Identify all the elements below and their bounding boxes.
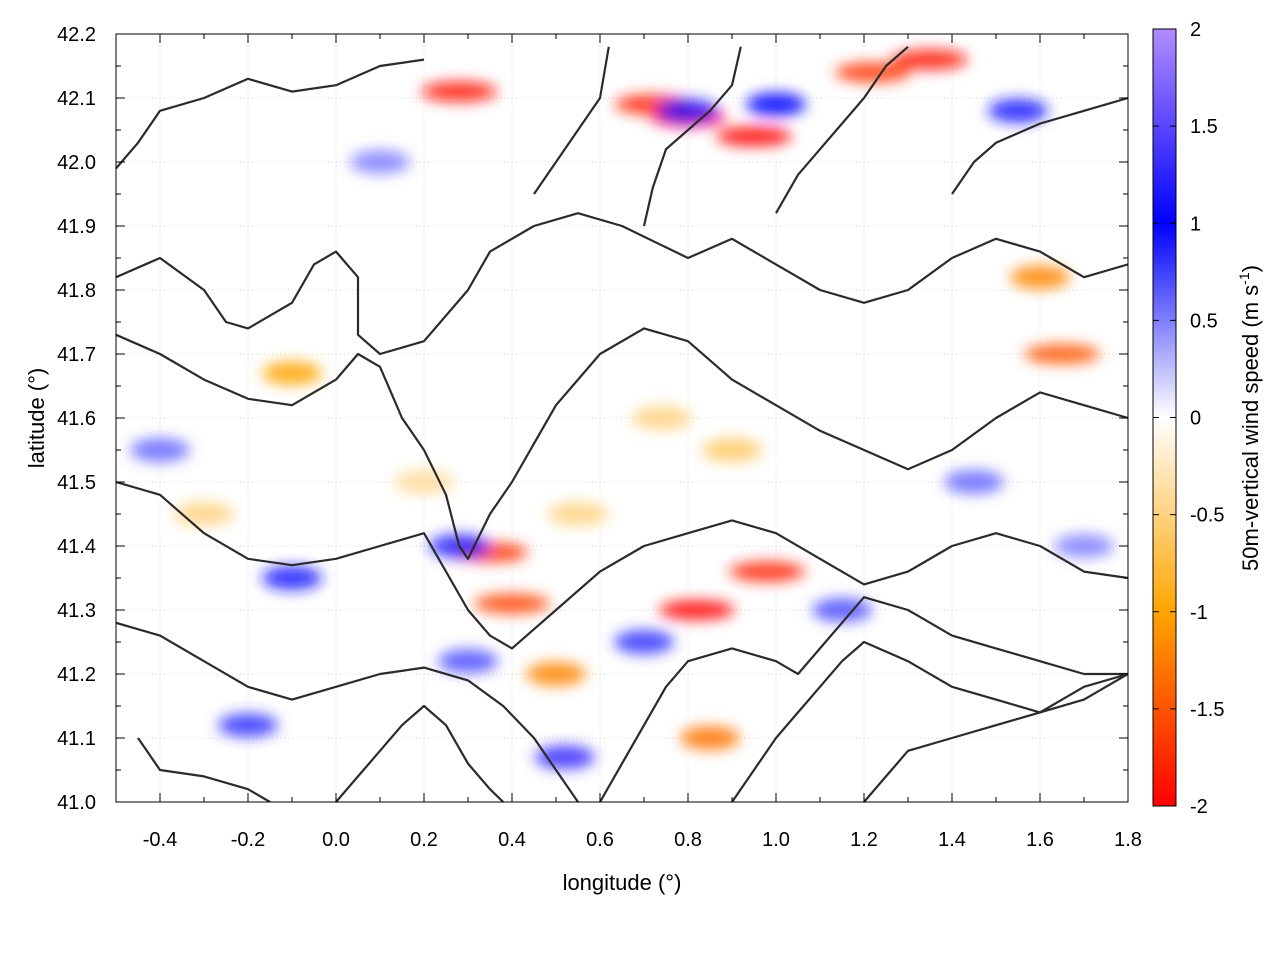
field-hotspot [474,593,550,614]
contour-line [116,58,425,170]
terrain-contours [116,45,1128,802]
y-tick-label: 41.6 [57,408,96,430]
x-tick-label: 1.0 [762,829,790,851]
colorbar-tick-label: -1.5 [1190,699,1224,721]
x-tick-label: 0.4 [498,829,526,851]
x-tick-label: 1.4 [938,829,966,851]
field-hotspot [812,598,872,622]
x-tick-label: 0.8 [674,829,702,851]
y-tick-label: 41.7 [57,344,96,366]
field-hotspot [130,438,190,462]
colorbar-ticks: 2 1.5 1 0.5 0 -0.5 -1 -1.5 -2 [1153,19,1224,818]
field-hotspot [394,470,454,494]
y-tick-label: 41.2 [57,664,96,686]
y-axis-ticks: 41.0 41.1 41.2 41.3 41.4 41.5 41.6 41.7 41.8 41.9… [57,24,1128,814]
y-tick-label: 41.3 [57,600,96,622]
field-hotspot [262,566,322,590]
x-axis-ticks: -0.4 -0.2 0.0 0.2 0.4 0.6 0.8 1.0 1.2 1.4 1.6 1.8 [115,34,1142,851]
field-hotspot [534,745,595,770]
contour-line [951,96,1128,195]
y-tick-label: 41.9 [57,216,96,238]
field-hotspot [631,406,692,430]
colorbar-label: 50m-vertical wind speed (m s-1) [1236,265,1263,571]
colorbar-tick-label: -1 [1190,602,1208,624]
y-tick-label: 41.4 [57,536,96,558]
field-hotspot [892,49,968,70]
colorbar-tick-label: 1.5 [1190,116,1218,138]
field-hotspot [548,502,608,526]
field-hotspot [526,662,586,686]
contour-line [137,737,271,802]
colorbar-tick-label: -0.5 [1190,505,1224,527]
contour-line [642,46,742,227]
x-tick-label: -0.2 [231,829,265,851]
y-axis-label: latitude (°) [24,368,49,469]
y-tick-label: 41.1 [57,728,96,750]
colorbar-tick-label: 0.5 [1190,310,1218,332]
field-hotspot [218,713,278,738]
field-hotspot [834,62,911,83]
field-hotspot [421,81,498,102]
contour-line [116,327,1128,560]
y-tick-label: 42.0 [57,152,96,174]
contour-line [863,672,1128,802]
x-axis-label: longitude (°) [563,870,682,895]
y-tick-label: 42.1 [57,88,96,110]
x-tick-label: 1.8 [1114,829,1142,851]
field-hotspot [262,361,322,386]
contour-line [116,212,1128,356]
contour-line [775,45,909,214]
x-tick-label: -0.4 [143,829,177,851]
contour-line [116,621,579,802]
field-hotspot [438,649,498,674]
x-tick-label: 1.2 [850,829,878,851]
colorbar-tick-label: 1 [1190,213,1201,235]
field-hotspot [746,92,806,117]
field-hotspot [716,126,792,147]
field-hotspot [658,600,735,620]
x-tick-label: 0.2 [410,829,438,851]
contour-line [335,704,504,802]
contour-line [599,596,1128,802]
field-hotspot [988,98,1048,123]
field-hotspot [350,150,410,174]
x-tick-label: 1.6 [1026,829,1054,851]
colorbar-tick-label: 0 [1190,408,1201,430]
y-tick-label: 41.8 [57,280,96,302]
x-tick-label: 0.0 [322,829,350,851]
grid-lines [116,33,1129,803]
field-hotspot [1024,344,1100,364]
y-tick-label: 41.5 [57,472,96,494]
colorbar-tick-label: -2 [1190,796,1208,818]
colorbar-tick-label: 2 [1190,19,1201,41]
field-hotspot [680,726,740,750]
field-hotspot [729,561,806,582]
contour-line [116,480,1128,650]
y-tick-label: 42.2 [57,24,96,46]
contour-line [533,46,610,195]
y-tick-label: 41.0 [57,792,96,814]
field-hotspot [1010,265,1070,290]
field-hotspot [944,470,1004,494]
x-tick-label: 0.6 [586,829,614,851]
field-hotspot [702,438,762,462]
field-hotspot [1054,534,1114,558]
field-hotspot [614,630,674,654]
